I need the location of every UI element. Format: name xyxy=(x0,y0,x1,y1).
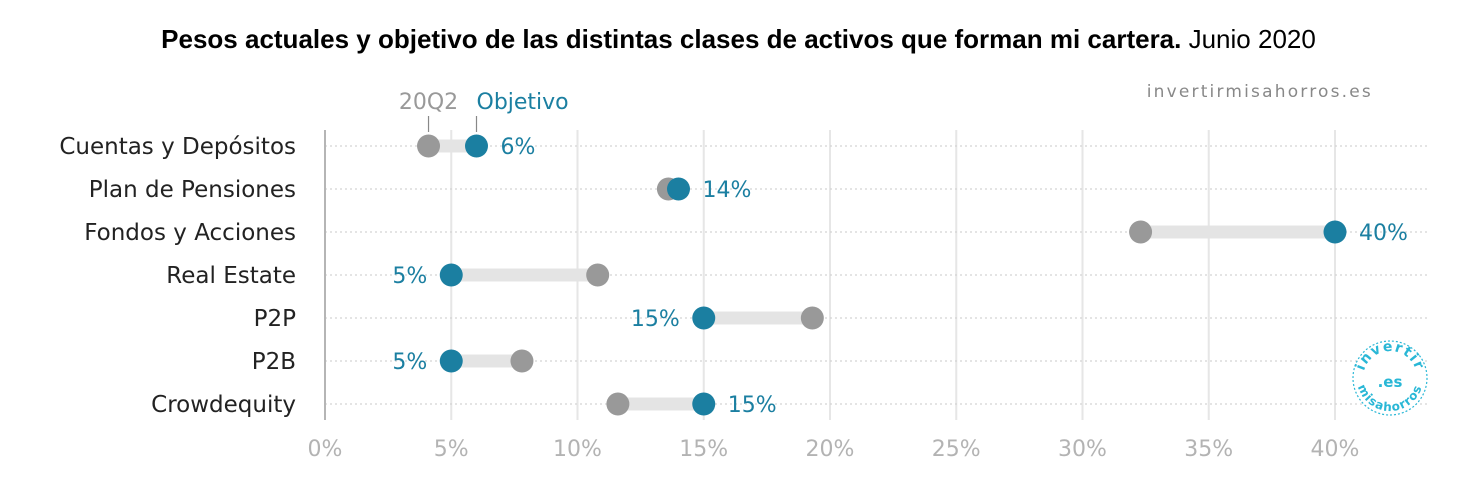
category-label: Crowdequity xyxy=(151,392,296,418)
legend-objetivo: Objetivo xyxy=(477,90,569,115)
x-tick-label: 15% xyxy=(679,437,728,462)
dot-objetivo xyxy=(465,134,488,158)
value-label: 15% xyxy=(728,393,777,418)
x-tick-label: 40% xyxy=(1311,437,1360,462)
source-watermark: invertirmisahorros.es xyxy=(1147,82,1373,102)
labels: 0% 5% 10% 15% 20% 25% 30% 35% 40% Cuentas y Depós… xyxy=(59,134,1408,462)
dot-objetivo xyxy=(667,177,690,201)
dot-20q2 xyxy=(1129,220,1153,244)
dot-objetivo xyxy=(692,392,716,416)
category-label: Real Estate xyxy=(166,263,296,289)
logo-ring xyxy=(1352,340,1428,416)
dot-objetivo xyxy=(439,349,463,373)
category-label: Plan de Pensiones xyxy=(89,177,296,203)
value-label: 15% xyxy=(631,307,680,332)
chart-title-bold: Pesos actuales y objetivo de las distint… xyxy=(161,24,1182,54)
x-tick-label: 30% xyxy=(1058,437,1107,462)
category-label: Fondos y Acciones xyxy=(84,220,296,246)
x-tick-label: 20% xyxy=(806,437,855,462)
chart-title: Pesos actuales y objetivo de las distint… xyxy=(0,24,1477,55)
dot-20q2 xyxy=(586,263,610,287)
dot-20q2 xyxy=(606,392,630,416)
value-label: 40% xyxy=(1359,221,1408,246)
site-logo: invertirmisahorros.es xyxy=(1352,339,1428,416)
x-tick-label: 10% xyxy=(553,437,602,462)
dot-objetivo xyxy=(692,306,716,330)
x-tick-label: 35% xyxy=(1184,437,1233,462)
dot-20q2 xyxy=(800,306,824,330)
dot-objetivo xyxy=(1323,220,1347,244)
value-label: 5% xyxy=(392,350,427,375)
chart-title-date: Junio 2020 xyxy=(1181,24,1316,54)
legend-20q2: 20Q2 xyxy=(399,90,458,115)
category-label: Cuentas y Depósitos xyxy=(59,134,296,160)
value-label: 6% xyxy=(501,135,536,160)
data-marks xyxy=(417,134,1347,416)
dot-20q2 xyxy=(510,349,534,373)
legend: 20Q2 Objetivo xyxy=(399,90,569,132)
value-label: 5% xyxy=(392,264,427,289)
dot-20q2 xyxy=(417,134,441,158)
category-label: P2B xyxy=(252,349,296,375)
x-tick-label: 5% xyxy=(434,437,469,462)
x-tick-label: 0% xyxy=(308,437,343,462)
category-label: P2P xyxy=(254,306,297,332)
value-label: 14% xyxy=(703,178,752,203)
logo-text-middle: .es xyxy=(1378,373,1403,391)
x-tick-label: 25% xyxy=(932,437,981,462)
dot-objetivo xyxy=(439,263,463,287)
row-guides xyxy=(325,145,1428,405)
